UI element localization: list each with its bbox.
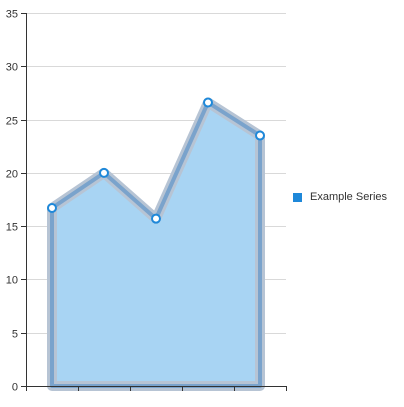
y-tick-label: 20: [6, 169, 18, 181]
data-point: [99, 167, 109, 178]
area-fill: [52, 102, 260, 386]
data-point: [151, 213, 161, 224]
series-area: [47, 97, 265, 391]
data-points: [47, 97, 265, 224]
y-tick-label: 35: [6, 9, 18, 21]
data-point: [47, 203, 57, 214]
y-tick-label: 5: [12, 329, 18, 341]
data-point: [255, 130, 265, 141]
legend-swatch: [293, 192, 302, 202]
axes: [26, 13, 287, 391]
y-tick-label: 10: [6, 275, 18, 287]
legend-label: Example Series: [310, 191, 388, 203]
y-tick-label: 30: [6, 62, 18, 74]
legend: Example Series: [293, 191, 387, 203]
y-tick-labels: 0 5 10 15 20 25 30 35: [6, 9, 18, 394]
data-point: [203, 97, 213, 108]
y-tick-label: 15: [6, 222, 18, 234]
y-tick-label: 25: [6, 116, 18, 128]
y-tick-label: 0: [12, 382, 18, 394]
